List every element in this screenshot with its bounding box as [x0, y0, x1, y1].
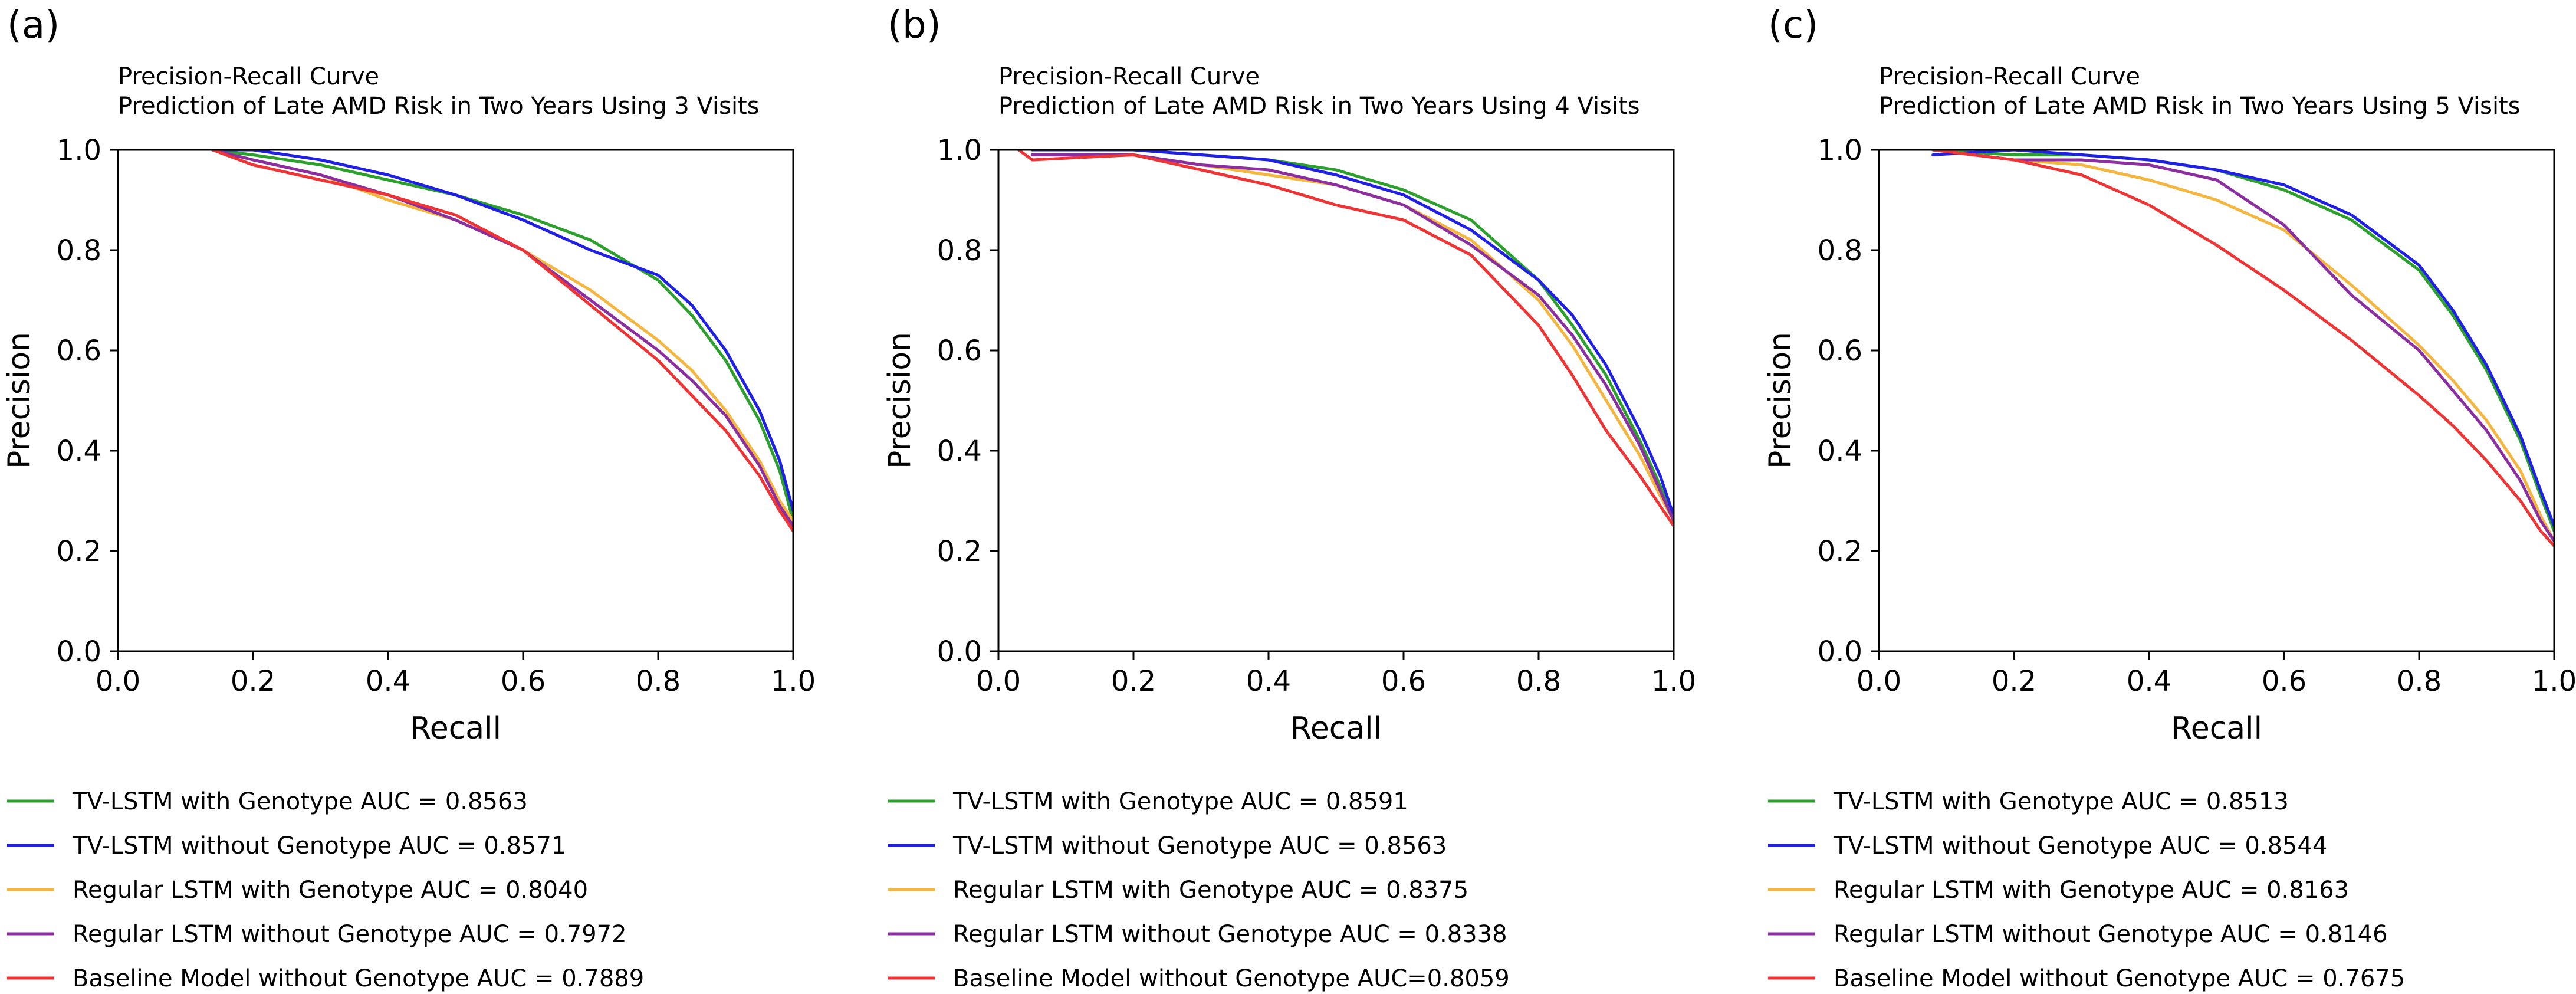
series-line-1 [211, 150, 793, 523]
series-lines [1931, 150, 2554, 547]
y-tick-label: 0.0 [1818, 635, 1862, 668]
x-tick-label: 0.8 [1516, 665, 1561, 698]
legend-label: TV-LSTM without Genotype AUC = 0.8563 [952, 832, 1447, 860]
series-line-1 [1030, 150, 1674, 523]
y-tick-label: 0.6 [1818, 334, 1862, 368]
x-tick-label: 0.4 [1246, 665, 1291, 698]
x-tick-label: 0.2 [1111, 665, 1156, 698]
y-tick-label: 0.4 [937, 435, 982, 468]
legend: TV-LSTM with Genotype AUC = 0.8563 TV-LST… [7, 788, 644, 992]
y-tick-label: 0.0 [937, 635, 982, 668]
legend-label: TV-LSTM with Genotype AUC = 0.8563 [72, 788, 528, 815]
x-tick-label: 0.4 [2127, 665, 2171, 698]
chart-subtitle: Prediction of Late AMD Risk in Two Years… [998, 93, 1640, 120]
series-line-4 [211, 150, 793, 527]
legend-label: Regular LSTM without Genotype AUC = 0.79… [73, 921, 627, 948]
y-tick-label: 0.0 [57, 635, 101, 668]
y-tick-label: 0.6 [57, 334, 101, 368]
x-tick-label: 0.6 [501, 665, 546, 698]
x-tick-label: 1.0 [2532, 665, 2576, 698]
y-tick-label: 0.8 [1818, 234, 1862, 267]
panel-letter: (a) [7, 4, 60, 47]
y-axis-label: Precision [882, 332, 918, 469]
x-tick-label: 1.0 [1651, 665, 1696, 698]
x-tick-label: 0.2 [231, 665, 275, 698]
chart-title: Precision-Recall Curve [1879, 63, 2140, 90]
y-tick-label: 0.2 [1818, 535, 1862, 568]
series-lines [211, 150, 793, 533]
series-line-2 [1931, 150, 2554, 527]
x-tick-label: 0.0 [1857, 665, 1901, 698]
legend-label: Regular LSTM with Genotype AUC = 0.8163 [1834, 877, 2349, 904]
legend-label: TV-LSTM with Genotype AUC = 0.8591 [952, 788, 1408, 815]
plot-frame [117, 149, 794, 652]
y-tick-label: 1.0 [57, 134, 101, 167]
x-tick-label: 0.8 [636, 665, 681, 698]
x-axis-label: Recall [2171, 711, 2262, 746]
x-axis-label: Recall [410, 711, 501, 746]
legend-label: TV-LSTM without Genotype AUC = 0.8544 [1833, 832, 2327, 860]
series-line-2 [1030, 150, 1674, 517]
legend-label: Baseline Model without Genotype AUC = 0.… [1834, 965, 2405, 992]
x-tick-label: 1.0 [771, 665, 816, 698]
y-tick-label: 0.8 [937, 234, 982, 267]
y-tick-label: 0.4 [1818, 435, 1862, 468]
y-tick-label: 0.4 [57, 435, 101, 468]
series-line-5 [1017, 150, 1674, 527]
series-line-1 [1931, 150, 2554, 533]
series-line-4 [1931, 150, 2554, 543]
chart-title: Precision-Recall Curve [118, 63, 379, 90]
y-tick-label: 1.0 [1818, 134, 1862, 167]
legend: TV-LSTM with Genotype AUC = 0.8591 TV-LST… [888, 788, 1510, 992]
plot-frame [997, 149, 1675, 652]
y-axis-label: Precision [1763, 332, 1798, 469]
plot-frame [1878, 149, 2555, 652]
chart-panel-1: (a) Precision-Recall Curve Prediction of L… [2, 4, 816, 992]
series-line-4 [1030, 153, 1674, 523]
panel-letter: (c) [1768, 4, 1818, 47]
y-tick-label: 1.0 [937, 134, 982, 167]
x-tick-label: 0.6 [1381, 665, 1426, 698]
legend-label: Baseline Model without Genotype AUC=0.80… [953, 965, 1510, 992]
y-axis-label: Precision [2, 332, 37, 469]
x-tick-label: 0.4 [366, 665, 410, 698]
y-tick-label: 0.6 [937, 334, 982, 368]
y-tick-label: 0.2 [937, 535, 982, 568]
x-tick-label: 0.0 [976, 665, 1021, 698]
panel-letter: (b) [888, 4, 941, 47]
x-tick-label: 0.2 [1992, 665, 2036, 698]
series-line-3 [1931, 150, 2554, 543]
legend-label: TV-LSTM with Genotype AUC = 0.8513 [1833, 788, 2289, 815]
chart-panel-3: (c) Precision-Recall Curve Prediction of L… [1763, 4, 2576, 992]
x-tick-label: 0.0 [96, 665, 140, 698]
chart-panel-2: (b) Precision-Recall Curve Prediction of L… [882, 4, 1696, 992]
chart-title: Precision-Recall Curve [998, 63, 1260, 90]
x-tick-label: 0.8 [2397, 665, 2442, 698]
legend-label: Regular LSTM with Genotype AUC = 0.8375 [953, 877, 1468, 904]
chart-subtitle: Prediction of Late AMD Risk in Two Years… [118, 93, 760, 120]
legend: TV-LSTM with Genotype AUC = 0.8513 TV-LST… [1768, 788, 2405, 992]
series-line-5 [211, 150, 793, 533]
legend-label: Regular LSTM with Genotype AUC = 0.8040 [73, 877, 588, 904]
series-line-5 [1931, 150, 2554, 547]
legend-label: Baseline Model without Genotype AUC = 0.… [73, 965, 644, 992]
x-tick-label: 0.6 [2262, 665, 2306, 698]
legend-label: Regular LSTM without Genotype AUC = 0.83… [953, 921, 1507, 948]
series-lines [1017, 150, 1674, 527]
y-tick-label: 0.8 [57, 234, 101, 267]
legend-label: Regular LSTM without Genotype AUC = 0.81… [1834, 921, 2388, 948]
chart-subtitle: Prediction of Late AMD Risk in Two Years… [1879, 93, 2521, 120]
y-tick-label: 0.2 [57, 535, 101, 568]
x-axis-label: Recall [1290, 711, 1382, 746]
series-line-2 [211, 150, 793, 513]
legend-label: TV-LSTM without Genotype AUC = 0.8571 [72, 832, 566, 860]
